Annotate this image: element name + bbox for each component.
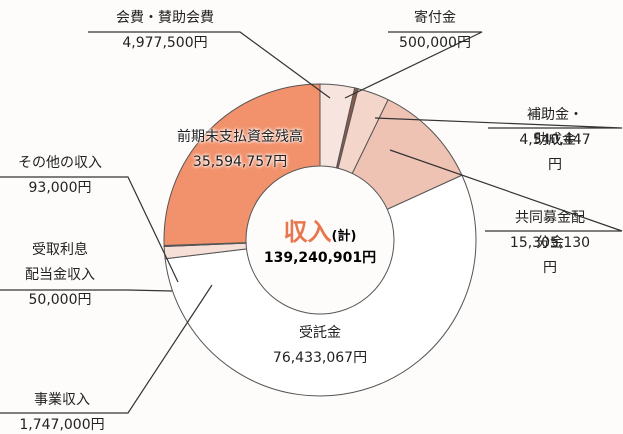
category-label: 事業収入 xyxy=(34,392,90,408)
value-label: 1,747,000円 xyxy=(19,417,105,433)
title-note: (計) xyxy=(331,229,357,244)
value-label: 4,977,500円 xyxy=(122,35,208,51)
value-label: 93,000円 xyxy=(28,180,92,196)
value-label: 50,000円 xyxy=(28,292,92,308)
slice xyxy=(163,83,321,247)
value-label: 76,433,067円 xyxy=(272,350,368,366)
value-label: 35,594,757円 xyxy=(192,154,288,170)
leader-line xyxy=(389,149,623,232)
category-label: 前期末支払資金残高 xyxy=(177,129,303,145)
category-label: 共同募金配分金 xyxy=(515,210,585,251)
title: 収入 xyxy=(283,218,332,246)
category-label: 会費・賛助会費 xyxy=(116,10,214,26)
total: 139,240,901円 xyxy=(263,250,377,266)
category-label: 補助金・助成金 xyxy=(527,107,583,148)
leader-line xyxy=(344,31,483,99)
category-label: その他の収入 xyxy=(18,155,102,171)
value-label: 500,000円 xyxy=(399,35,471,51)
leader-line xyxy=(0,289,173,292)
center-label: 収入(計) 139,240,901円 xyxy=(264,212,376,267)
leader-line xyxy=(0,176,179,283)
leader-line xyxy=(88,31,331,99)
category-label: 寄付金 xyxy=(414,10,456,26)
leader-line xyxy=(0,284,213,414)
category-label: 受取利息 配当金収入 xyxy=(25,242,95,283)
value-label: 4,540,447円 xyxy=(519,132,591,173)
value-label: 15,305,130円 xyxy=(509,235,591,276)
leader-line xyxy=(374,117,623,129)
slice xyxy=(164,174,477,397)
category-label: 受託金 xyxy=(299,325,341,341)
